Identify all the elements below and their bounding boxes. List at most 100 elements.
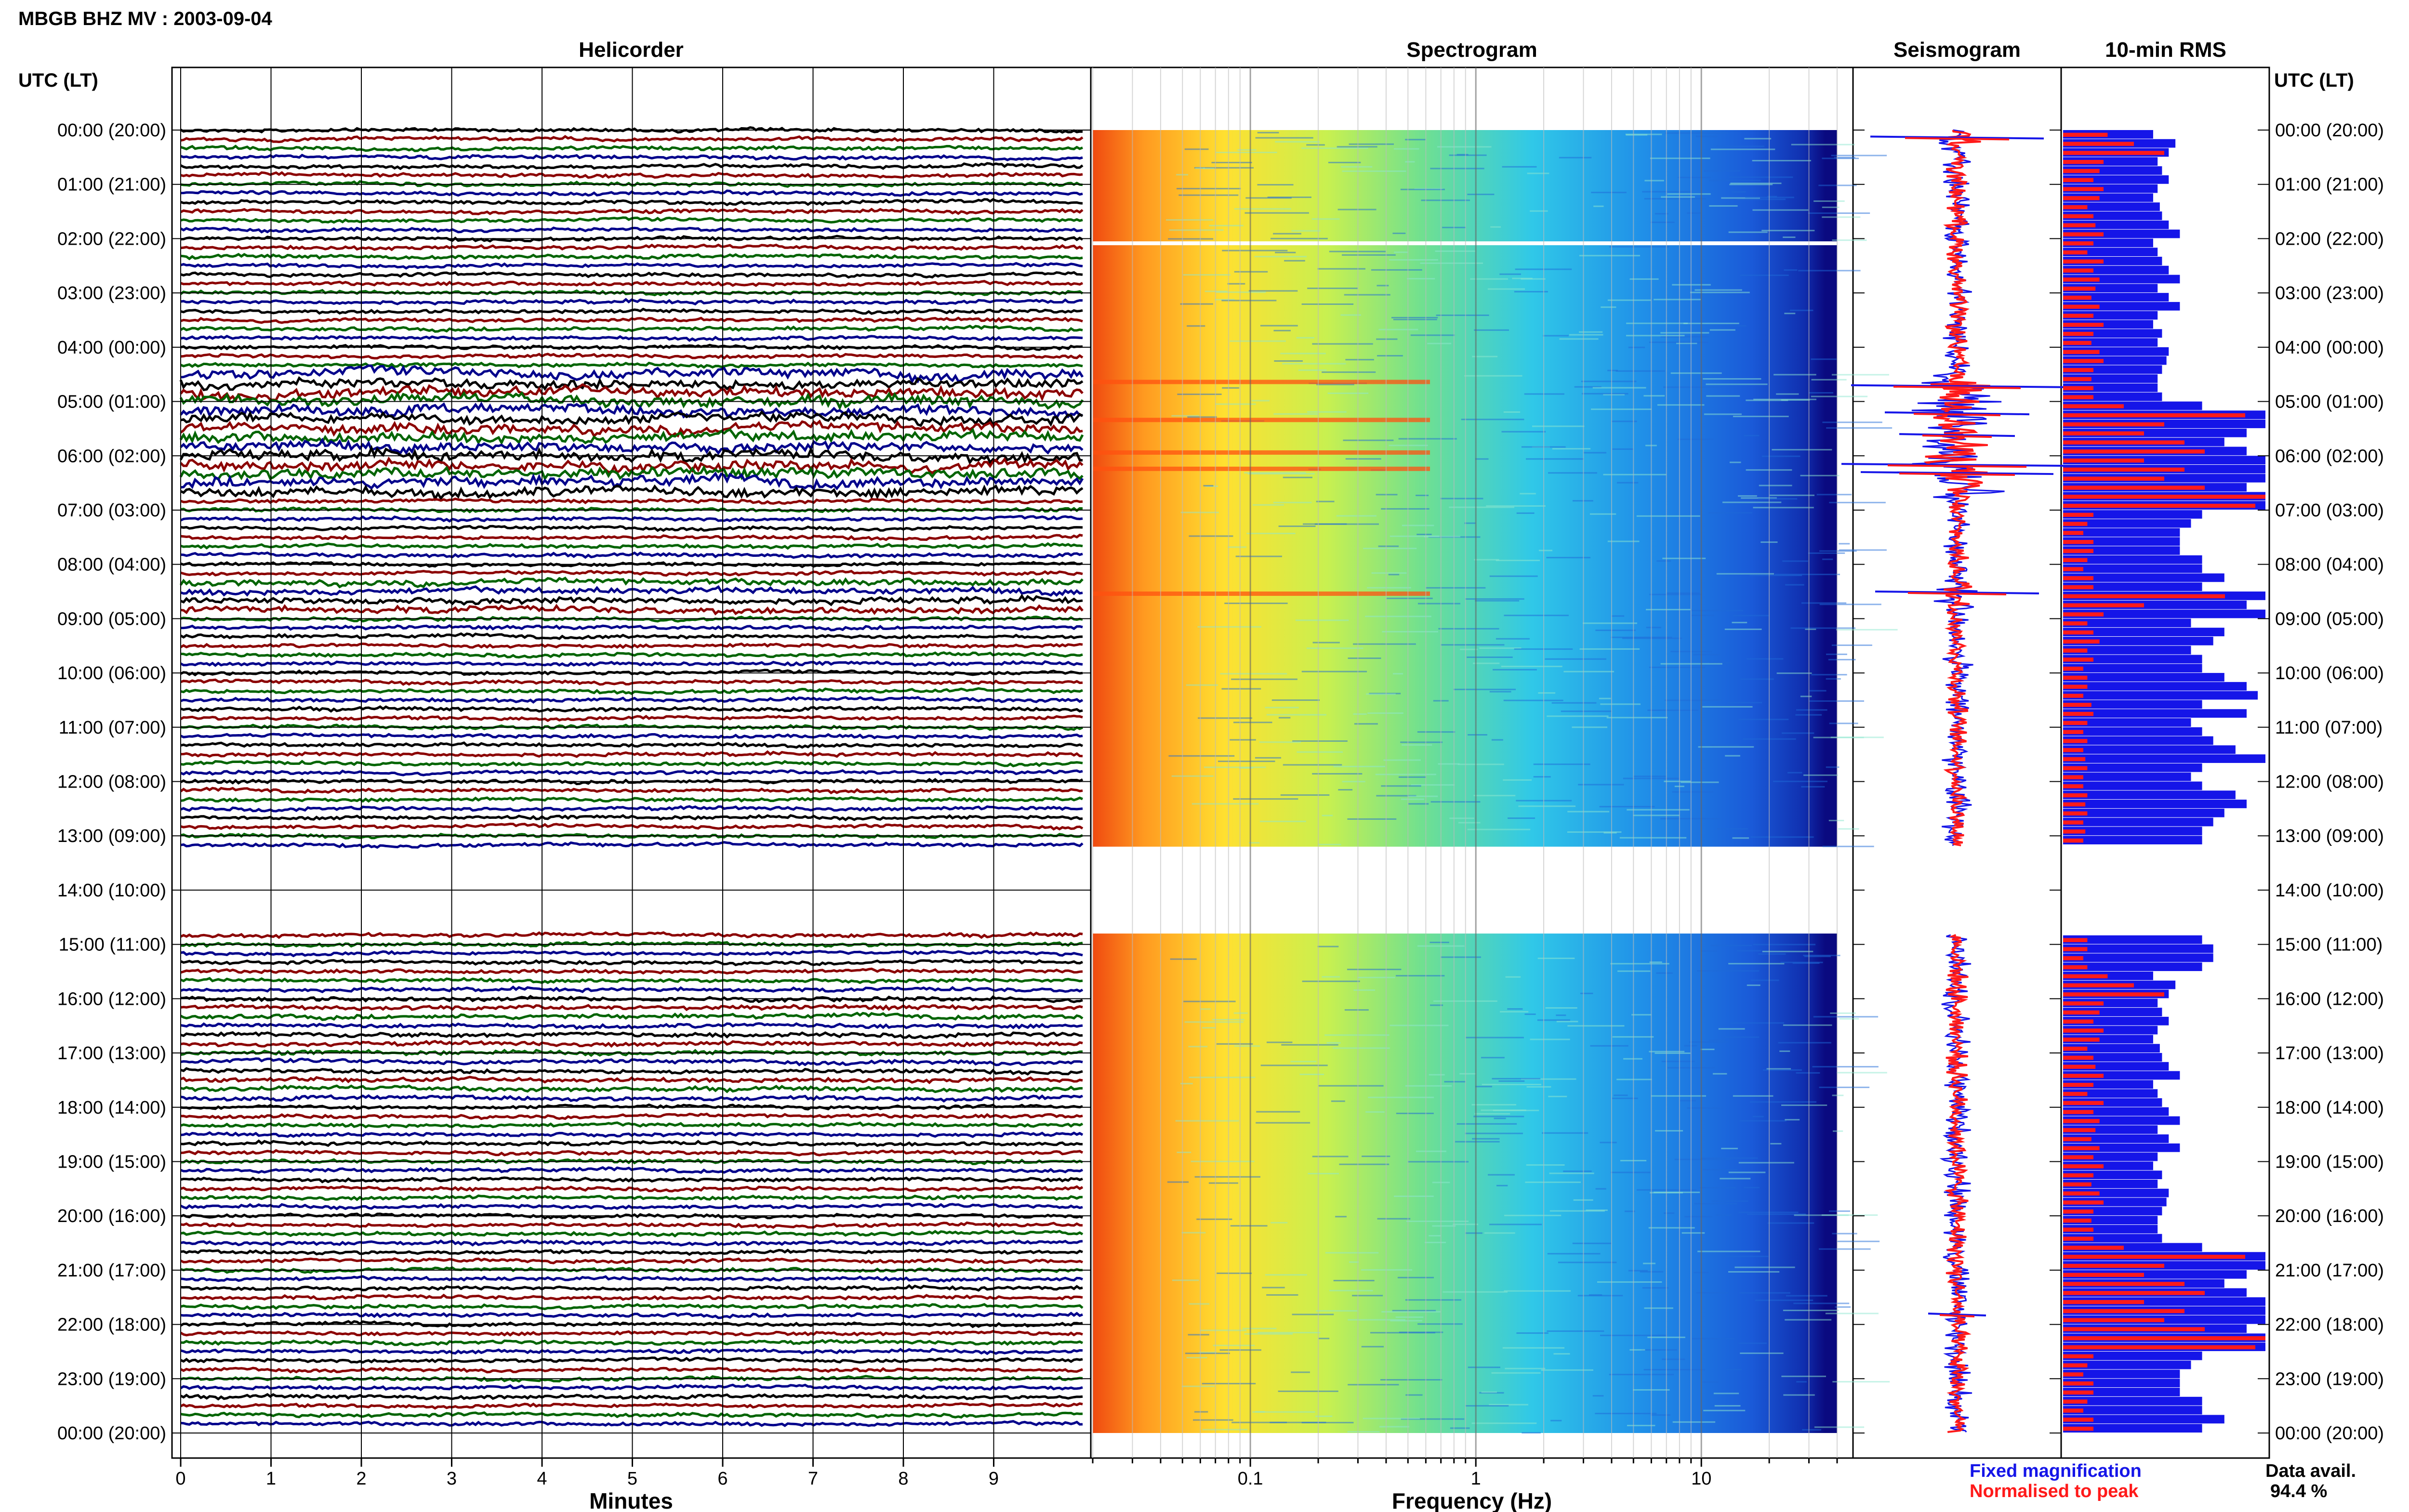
- rms-bar-normalised: [2063, 757, 2086, 762]
- legend-fixed-magnification: Fixed magnification: [1970, 1461, 2142, 1481]
- spectrogram-speckle: [1365, 616, 1431, 618]
- spectrogram-speckle: [1646, 627, 1662, 629]
- spectrogram-speckle: [1345, 458, 1381, 460]
- spectrogram-speckle: [1612, 1097, 1638, 1099]
- helicorder-trace: [180, 760, 1083, 768]
- helicorder-trace: [180, 732, 1083, 739]
- rms-bar-normalised: [2063, 829, 2086, 834]
- spectrogram-speckle: [1430, 941, 1449, 943]
- spectrogram-speckle: [1488, 1174, 1515, 1176]
- spectrogram-speckle: [1254, 256, 1307, 258]
- spectrogram-speckle: [1697, 970, 1760, 972]
- seismogram-spike: [1913, 413, 2001, 417]
- spectrogram-speckle: [1353, 989, 1376, 991]
- rms-bar-normalised: [2063, 422, 2164, 427]
- spectrogram-speckle: [1537, 1019, 1570, 1021]
- rms-bar-normalised: [2063, 820, 2083, 825]
- spectrogram-speckle: [1720, 1178, 1751, 1180]
- spectrogram-speckle: [1456, 1123, 1517, 1125]
- time-label-left: 13:00 (09:00): [57, 826, 166, 846]
- spectrogram-speckle: [1643, 1369, 1705, 1371]
- spectrogram-speckle: [1611, 1171, 1651, 1173]
- rms-bar-fixed: [2063, 1360, 2191, 1369]
- spectrogram-speckle: [1738, 495, 1757, 497]
- rms-bar-normalised: [2063, 214, 2093, 219]
- spectrogram-speckle: [1726, 1368, 1742, 1370]
- spectrogram-speckle: [1301, 671, 1367, 672]
- spectrogram-speckle: [1672, 791, 1713, 793]
- helicorder-trace: [180, 307, 1083, 315]
- spectrogram-speckle: [1521, 1078, 1576, 1080]
- spectrogram-speckle: [1426, 587, 1486, 589]
- rms-bar-normalised: [2063, 1164, 2104, 1169]
- helicorder-trace: [180, 1249, 1083, 1256]
- rms-bar-fixed: [2063, 555, 2202, 564]
- time-label-left: 04:00 (00:00): [57, 338, 166, 358]
- spectrogram-speckle: [1504, 615, 1569, 617]
- spectrogram-speckle: [1819, 1086, 1870, 1088]
- spectrogram-speckle: [1396, 975, 1445, 977]
- spectrogram-speckle: [1578, 784, 1624, 786]
- spectrogram-speckle: [1572, 726, 1608, 728]
- spectrogram-speckle: [1563, 1170, 1592, 1172]
- spectrogram-speckle: [1595, 1413, 1657, 1415]
- rms-bar-normalised: [2063, 1101, 2104, 1105]
- spectrogram-speckle: [1278, 526, 1316, 527]
- rms-bar-normalised: [2063, 1263, 2164, 1268]
- spectrogram-speckle: [1216, 152, 1277, 154]
- spectrogram-speckle: [1832, 239, 1867, 241]
- spectrogram-speckle: [1532, 425, 1585, 427]
- spectrogram-speckle: [1492, 1078, 1541, 1079]
- spectrogram-speckle: [1342, 781, 1365, 783]
- spectrogram-speckle: [1813, 736, 1864, 738]
- helicorder-trace: [180, 484, 1084, 502]
- time-label-left: 08:00 (04:00): [57, 555, 166, 575]
- spectrogram-speckle: [1399, 1331, 1443, 1333]
- spectrogram-speckle: [1830, 1012, 1856, 1014]
- spectrogram-speckle: [1318, 843, 1341, 845]
- spectrogram-speckle: [1396, 1113, 1434, 1115]
- spectrogram-speckle: [1762, 455, 1800, 457]
- spectrogram-speckle: [1274, 360, 1303, 362]
- spectrogram-speckle: [1275, 141, 1320, 143]
- helicorder-trace: [179, 391, 1084, 411]
- time-label-right: 05:00 (01:00): [2275, 392, 2384, 412]
- spectrogram-speckle: [1750, 979, 1779, 981]
- spectrogram-speckle: [1738, 1211, 1799, 1213]
- rms-bar-normalised: [2063, 703, 2091, 707]
- spectrogram-speckle: [1421, 199, 1470, 201]
- spectrogram-speckle: [1808, 552, 1845, 554]
- spectrogram-speckle: [1794, 1214, 1849, 1216]
- spectrogram-speckle: [1650, 222, 1675, 224]
- spectrogram-speckle: [1271, 237, 1328, 239]
- spectrogram-speckle: [1503, 699, 1563, 701]
- spectrogram-speckle: [1282, 363, 1346, 365]
- spectrogram-speckle: [1692, 1338, 1734, 1340]
- spectrogram-speckle: [1767, 196, 1777, 197]
- spectrogram-speckle: [1835, 1306, 1851, 1308]
- spectrogram-speckle: [1432, 1225, 1456, 1227]
- data-availability-label: Data avail.: [2265, 1461, 2356, 1481]
- spectrogram-speckle: [1390, 1025, 1449, 1026]
- rms-bar-normalised: [2063, 1128, 2096, 1132]
- spectrogram-speckle: [1547, 1253, 1601, 1255]
- minute-tick-label: 8: [898, 1469, 908, 1489]
- spectrogram-speckle: [1292, 1314, 1334, 1315]
- spectrogram-speckle: [1704, 170, 1740, 172]
- spectrogram-speckle: [1242, 1328, 1277, 1329]
- spectrogram-speckle: [1681, 781, 1719, 783]
- rms-bar-fixed: [2063, 645, 2191, 655]
- spectrogram-speckle: [1220, 673, 1287, 675]
- spectrogram-speckle: [1234, 208, 1291, 210]
- time-label-right: 16:00 (12:00): [2275, 989, 2384, 1009]
- spectrogram-speckle: [1822, 845, 1874, 847]
- spectrogram-speckle: [1642, 191, 1692, 193]
- spectrogram-speckle: [1438, 628, 1499, 630]
- spectrogram-speckle: [1233, 722, 1272, 723]
- helicorder-trace: [180, 1348, 1083, 1355]
- rms-bar-normalised: [2063, 965, 2088, 970]
- spectrogram-speckle: [1349, 1261, 1359, 1263]
- spectrogram-speckle: [1741, 497, 1777, 499]
- helicorder-trace: [180, 1166, 1084, 1174]
- spectrogram-band: [1093, 418, 1430, 422]
